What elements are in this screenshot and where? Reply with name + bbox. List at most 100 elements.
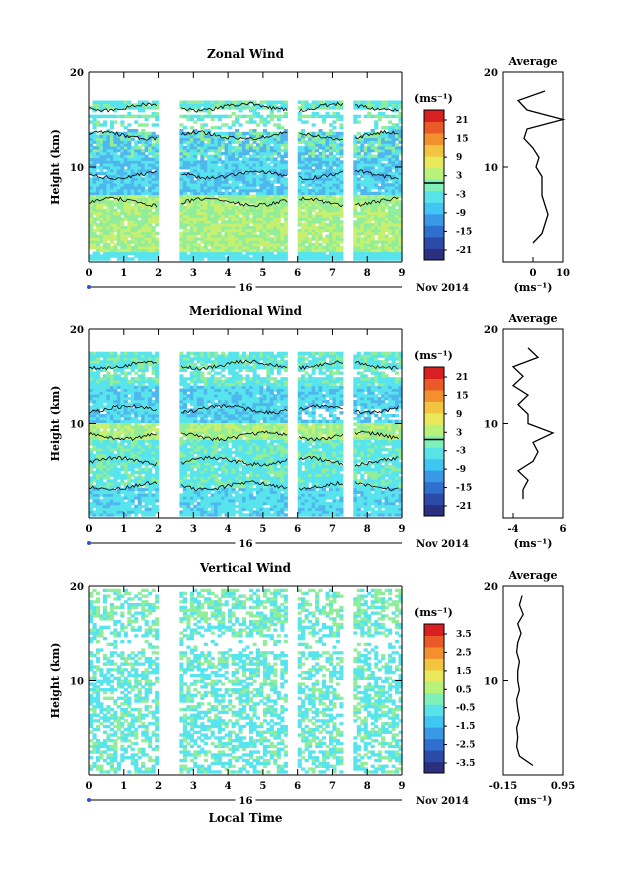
heatmap-cell (356, 251, 361, 255)
heatmap-cell (329, 240, 334, 244)
heatmap-cell (374, 177, 379, 181)
heatmap-cell (106, 382, 111, 387)
heatmap-cell (196, 148, 201, 153)
heatmap-cell (224, 146, 229, 150)
heatmap-cell (109, 211, 114, 216)
heatmap-cell (155, 484, 160, 489)
heatmap-cell (137, 385, 142, 389)
heatmap-cell (193, 231, 198, 235)
heatmap-cell (182, 137, 187, 141)
heatmap-cell (155, 151, 160, 156)
heatmap-cell (120, 123, 125, 127)
heatmap-cell (141, 129, 146, 133)
heatmap-cell (238, 123, 243, 127)
heatmap-cell (276, 114, 281, 119)
heatmap-cell (224, 148, 229, 153)
heatmap-cell (182, 211, 187, 216)
heatmap-cell (276, 217, 281, 221)
heatmap-cell (89, 513, 94, 517)
heatmap-cell (259, 257, 264, 261)
heatmap-cell (99, 448, 104, 452)
heatmap-cell (127, 214, 132, 218)
heatmap-cell (377, 111, 382, 116)
heatmap-cell (259, 114, 264, 119)
heatmap-cell (109, 479, 114, 483)
heatmap-cell (99, 422, 104, 426)
heatmap-cell (203, 225, 208, 230)
heatmap-cell (374, 217, 379, 221)
heatmap-cell (276, 109, 281, 113)
heatmap-cell (92, 504, 97, 509)
heatmap-cell (193, 154, 198, 158)
heatmap-cell (214, 180, 219, 184)
heatmap-cell (395, 251, 400, 255)
heatmap-cell (99, 431, 104, 435)
heatmap-cell (127, 422, 132, 426)
heatmap-cell (182, 510, 187, 514)
heatmap-cell (228, 151, 233, 156)
heatmap-cell (196, 137, 201, 141)
heatmap-cell (196, 166, 201, 170)
heatmap-cell (141, 257, 146, 261)
heatmap-cell (315, 157, 320, 161)
heatmap-cell (217, 114, 222, 119)
heatmap-cell (269, 100, 274, 104)
heatmap-cell (280, 254, 285, 258)
heatmap-cell (304, 103, 309, 107)
heatmap-cell (356, 257, 361, 261)
heatmap-cell (266, 134, 271, 139)
heatmap-cell (193, 163, 198, 167)
heatmap-cell (332, 103, 337, 107)
heatmap-cell (381, 257, 386, 261)
heatmap-cell (134, 380, 139, 384)
heatmap-cell (322, 191, 327, 196)
heatmap-cell (315, 225, 320, 230)
heatmap-cell (388, 240, 393, 244)
heatmap-cell (377, 225, 382, 230)
heatmap-cell (249, 137, 254, 141)
heatmap-cell (203, 151, 208, 156)
heatmap-cell (238, 220, 243, 224)
heatmap-cell (377, 203, 382, 207)
heatmap-cell (221, 245, 226, 250)
heatmap-cell (196, 214, 201, 218)
heatmap-cell (315, 228, 320, 233)
heatmap-cell (148, 482, 153, 486)
heatmap-cell (148, 217, 153, 221)
heatmap-cell (367, 151, 372, 156)
heatmap-cell (109, 220, 114, 224)
heatmap-cell (217, 151, 222, 156)
heatmap-cell (255, 208, 260, 213)
heatmap-cell (92, 382, 97, 387)
heatmap-cell (102, 114, 107, 119)
heatmap-cell (200, 157, 205, 161)
heatmap-cell (96, 243, 101, 247)
heatmap-cell (370, 160, 375, 164)
heatmap-cell (141, 504, 146, 509)
heatmap-cell (96, 148, 101, 153)
heatmap-cell (252, 160, 257, 164)
heatmap-cell (120, 456, 125, 460)
heatmap-cell (360, 140, 365, 144)
heatmap-cell (148, 140, 153, 144)
heatmap-cell (127, 487, 132, 492)
heatmap-cell (214, 114, 219, 119)
heatmap-cell (200, 114, 205, 119)
heatmap-cell (203, 208, 208, 213)
heatmap-cell (262, 123, 267, 127)
heatmap-cell (377, 177, 382, 181)
heatmap-cell (339, 143, 344, 147)
heatmap-cell (106, 186, 111, 190)
heatmap-cell (388, 143, 393, 147)
heatmap-cell (102, 231, 107, 235)
heatmap-cell (106, 462, 111, 466)
heatmap-cell (395, 183, 400, 187)
heatmap-cell (196, 171, 201, 176)
heatmap-cell (102, 228, 107, 233)
heatmap-cell (335, 151, 340, 156)
heatmap-cell (116, 476, 121, 480)
heatmap-cell (370, 154, 375, 158)
heatmap-cell (329, 214, 334, 218)
heatmap-cell (231, 251, 236, 255)
heatmap-cell (144, 513, 149, 517)
